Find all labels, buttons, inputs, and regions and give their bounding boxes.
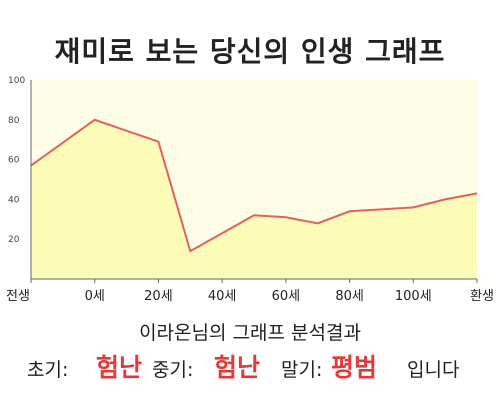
y-tick-label: 100 <box>8 76 25 86</box>
x-tick-label: 60세 <box>272 289 301 304</box>
early-value: 험난 <box>96 353 143 382</box>
y-tick-label: 80 <box>8 116 20 126</box>
x-tick-label: 100세 <box>395 289 432 304</box>
area-fill <box>31 119 477 279</box>
x-tick-label: 20세 <box>144 289 173 304</box>
middle-value: 험난 <box>214 353 261 382</box>
y-axis-ticks: 20 40 60 80 100 <box>8 76 25 245</box>
late-label: 말기: <box>281 359 323 381</box>
middle-label: 중기: <box>152 359 194 381</box>
x-tick-label: 40세 <box>208 289 237 304</box>
result-suffix: 입니다 <box>407 359 460 381</box>
x-tick-label: 0세 <box>85 289 105 304</box>
series-line <box>30 118 478 253</box>
x-axis-ticks: 전생 0세 20세 40세 60세 80세 100세 환생 <box>6 279 494 304</box>
y-tick-label: 40 <box>8 195 20 205</box>
x-tick-label: 환생 <box>470 289 494 304</box>
y-tick-label: 60 <box>8 156 20 166</box>
analysis-caption: 이라온님의 그래프 분석결과 <box>139 322 361 344</box>
x-tick-label: 80세 <box>335 289 364 304</box>
late-value: 평범 <box>331 353 378 382</box>
early-label: 초기: <box>27 359 69 381</box>
life-chart: 20 40 60 80 100 전생 0세 20세 40세 60세 80세 100세 환생 <box>6 76 494 304</box>
x-tick-label: 전생 <box>6 289 30 304</box>
page-title: 재미로 보는 당신의 인생 그래프 <box>54 35 446 68</box>
y-tick-label: 20 <box>8 235 20 245</box>
